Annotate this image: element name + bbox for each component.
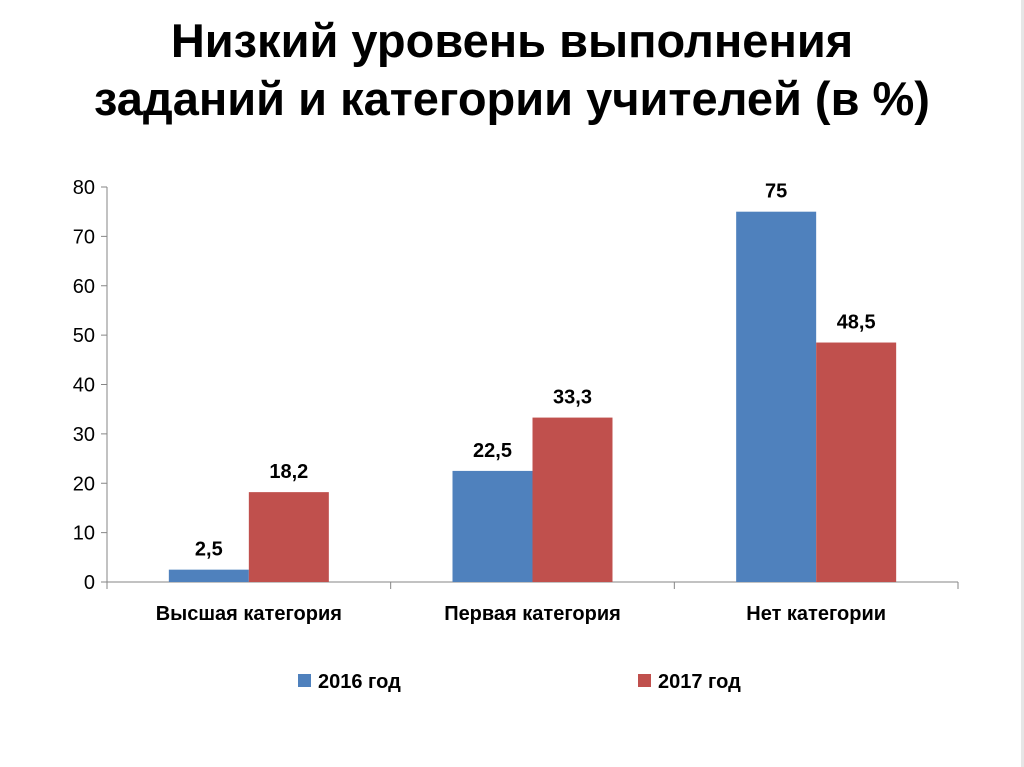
- x-axis: Высшая категория Первая категория Нет кате…: [106, 581, 959, 625]
- slide-title: Низкий уровень выполнения заданий и кате…: [0, 12, 1024, 128]
- legend-label: 2016 год: [318, 671, 401, 693]
- data-label: 75: [765, 181, 787, 203]
- y-tick-label: 80: [73, 177, 95, 199]
- y-tick-label: 60: [73, 276, 95, 298]
- legend-swatch-1: [638, 674, 651, 687]
- y-tick-label: 70: [73, 226, 95, 248]
- x-category-label: Первая категория: [444, 603, 621, 625]
- data-label: 33,3: [553, 387, 592, 409]
- legend-swatch-0: [298, 674, 311, 687]
- slide-title-line-2: заданий и категории учителей (в %): [94, 72, 930, 125]
- y-tick-label: 20: [73, 473, 95, 495]
- bar-2017-1: [532, 417, 613, 582]
- x-category-label: Нет категории: [746, 603, 886, 625]
- data-label: 48,5: [837, 312, 876, 334]
- slide-edge-divider: [1021, 0, 1024, 767]
- y-tick-label: 10: [73, 523, 95, 545]
- legend-label: 2017 год: [658, 671, 741, 693]
- y-tick-label: 30: [73, 424, 95, 446]
- bar-2016-0: [168, 569, 249, 582]
- bars: [168, 211, 897, 582]
- data-labels: 2,5 18,2 22,5 33,3 75 48,5: [195, 181, 876, 561]
- x-category-label: Высшая категория: [156, 603, 342, 625]
- legend: 2016 год 2017 год: [298, 671, 741, 693]
- bar-2017-2: [816, 342, 897, 582]
- data-label: 22,5: [473, 440, 512, 462]
- data-label: 18,2: [269, 461, 308, 483]
- data-label: 2,5: [195, 539, 223, 561]
- slide-title-line-1: Низкий уровень выполнения: [170, 14, 854, 67]
- y-axis: 0 10 20 30 40 50 60 70 80: [73, 177, 108, 594]
- y-tick-label: 40: [73, 375, 95, 397]
- bar-2016-2: [736, 211, 817, 582]
- y-tick-label: 50: [73, 325, 95, 347]
- y-tick-label: 0: [84, 572, 95, 594]
- bar-2016-1: [452, 470, 533, 582]
- bar-2017-0: [248, 492, 329, 582]
